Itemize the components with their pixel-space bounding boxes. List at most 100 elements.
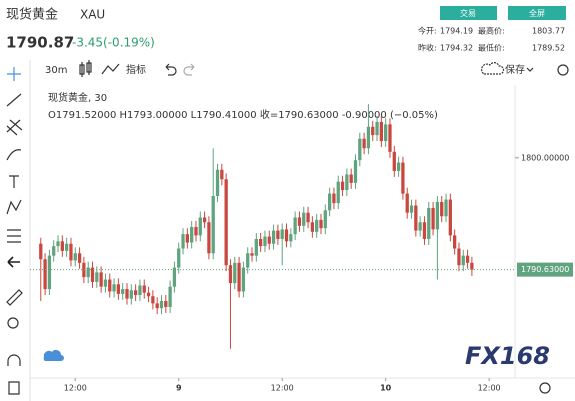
candle-body — [250, 253, 254, 256]
trade-button[interactable] — [440, 6, 497, 20]
candle-body — [461, 255, 465, 266]
redo[interactable] — [183, 63, 195, 76]
candle-body — [414, 205, 418, 231]
candle-body — [198, 217, 202, 236]
candle-body — [185, 234, 189, 243]
save[interactable]: 保存 — [505, 63, 525, 76]
save-menu[interactable] — [526, 67, 534, 72]
cloud-icon[interactable] — [481, 62, 505, 75]
candle-body — [241, 267, 246, 292]
candle-body — [388, 124, 392, 152]
candle-body — [297, 217, 302, 226]
candle-body — [121, 289, 125, 294]
candle-body — [103, 279, 108, 287]
candle-body — [470, 262, 474, 270]
candle-body — [112, 284, 116, 292]
fullscreen-button-label[interactable]: 全屏 — [529, 8, 545, 18]
candle-body — [177, 248, 181, 268]
candle-body — [159, 301, 164, 309]
candle-body — [138, 285, 142, 296]
price: 1790.87 — [6, 34, 74, 52]
candle-body — [116, 284, 121, 294]
stat-label: 最高价: — [478, 26, 505, 36]
text-tool[interactable] — [9, 175, 19, 188]
undo[interactable] — [165, 63, 177, 76]
candle-body — [284, 229, 289, 242]
y-tick-label: 1800.00000 — [521, 153, 569, 162]
candle-body — [366, 126, 371, 149]
candle-body — [431, 207, 435, 230]
candle-body — [60, 241, 64, 251]
candle-body — [108, 279, 112, 292]
candle-body — [465, 255, 470, 263]
candle-body — [215, 169, 220, 196]
ruler-tool[interactable] — [6, 289, 23, 306]
candle-body — [129, 290, 133, 299]
candle-body — [56, 241, 60, 247]
crosshair-tool[interactable] — [7, 67, 21, 81]
candle-body — [293, 217, 297, 235]
interval[interactable]: 30m — [45, 65, 67, 76]
ohlc-legend: O1791.52000 H1793.00000 L1790.41000 收=17… — [48, 108, 438, 121]
cloud-badge[interactable] — [43, 350, 64, 361]
measure-tool[interactable] — [7, 229, 21, 243]
magnet-tool[interactable] — [7, 354, 21, 366]
stat-label: 今开: — [418, 26, 437, 36]
candle-body — [440, 201, 444, 217]
candle-body — [82, 262, 86, 278]
candle-body — [99, 272, 103, 287]
candle-body — [190, 227, 194, 243]
candle-body — [211, 195, 215, 254]
candle-body — [224, 179, 228, 266]
candle-body — [259, 238, 263, 247]
candle-body — [340, 181, 345, 191]
x-tick-label: 10 — [380, 384, 392, 393]
indicator-icon[interactable] — [101, 63, 120, 75]
candle-body — [315, 219, 319, 232]
trade-button-label[interactable]: 交易 — [460, 8, 476, 18]
zoom-tool[interactable] — [7, 317, 19, 329]
line-tool[interactable] — [6, 93, 22, 107]
stats: 今开: 1794.19 最高价: 1803.77 昨收: 1794.32 最低价… — [418, 26, 565, 53]
candle-body — [164, 301, 168, 307]
candle-body — [90, 267, 95, 282]
candle-body — [310, 222, 315, 232]
candle-body — [142, 285, 146, 293]
stat-label: 最低价: — [478, 43, 505, 53]
price-change: -3.45(-0.19%) — [72, 36, 155, 50]
watermark: FX168 — [465, 342, 550, 370]
candle-body — [323, 210, 327, 229]
candle-body — [345, 174, 349, 191]
stat-value: 1789.52 — [532, 44, 565, 53]
back-tool[interactable] — [7, 256, 20, 268]
x-tick-label: 12:00 — [478, 384, 501, 393]
candle-body — [362, 138, 366, 149]
candle-body — [375, 121, 379, 136]
candle-body — [77, 253, 82, 263]
candle-body — [263, 236, 267, 247]
candle-body — [371, 126, 375, 136]
indicators[interactable]: 指标 — [126, 63, 146, 76]
candle-body — [168, 286, 172, 307]
candle-body — [306, 212, 310, 223]
candle-body — [349, 174, 353, 183]
fib-tool[interactable] — [6, 119, 23, 136]
pattern-tool[interactable] — [6, 199, 22, 215]
candle-body — [435, 201, 440, 230]
settings[interactable] — [557, 64, 569, 76]
candle-body — [327, 193, 332, 211]
brush-tool[interactable] — [6, 149, 22, 161]
legend-title: 现货黄金, 30 — [48, 91, 107, 104]
candle-body — [228, 265, 233, 284]
candle-body — [52, 246, 56, 256]
lock-tool[interactable] — [8, 381, 20, 395]
last-price-label: 1790.63000 — [521, 265, 569, 274]
candle-body — [401, 162, 405, 194]
candle-body — [353, 160, 358, 183]
candle-body — [396, 162, 401, 171]
axis-settings[interactable] — [539, 382, 551, 394]
chart-type-icon[interactable] — [79, 60, 92, 77]
fullscreen-button[interactable] — [508, 6, 566, 20]
candle-body — [133, 290, 138, 296]
candle-body — [86, 267, 90, 278]
